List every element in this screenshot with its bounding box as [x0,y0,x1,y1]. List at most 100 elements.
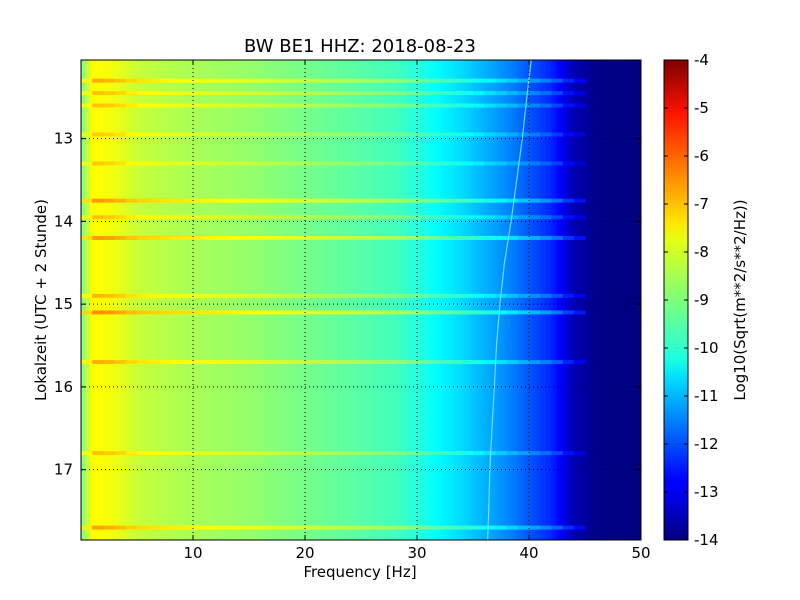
band-segment [316,293,328,298]
band-segment [349,91,362,96]
band-segment [103,293,116,298]
band-segment [417,161,429,166]
band-segment [517,78,530,83]
band-segment [473,451,485,456]
band-segment [159,78,172,83]
band-segment [372,78,384,83]
heatmap-column [431,60,435,540]
colorbar-tick-label: -12 [694,435,719,453]
heatmap-column [562,60,566,540]
band-segment [439,235,452,240]
band-segment [562,451,575,456]
heatmap-column [151,60,155,540]
heatmap-column [372,60,376,540]
band-segment [327,215,340,220]
band-segment [81,360,93,365]
band-segment [338,78,351,83]
band-segment [517,235,530,240]
band-segment [461,525,474,530]
band-segment [92,235,104,240]
band-segment [473,293,485,298]
band-segment [170,525,183,530]
band-segment [125,451,138,456]
band-segment [495,360,508,365]
band-segment [573,451,586,456]
heatmap-column [377,60,382,540]
band-segment [394,78,407,83]
heatmap-column [221,60,225,540]
band-segment [293,161,306,166]
band-segment [81,451,93,456]
heatmap-column [419,60,424,540]
band-segment [81,235,93,240]
heatmap-column [257,60,261,540]
band-segment [551,198,564,203]
band-segment [517,525,530,530]
band-segment [473,235,485,240]
band-segment [114,235,127,240]
band-segment [249,451,261,456]
band-segment [551,310,564,315]
band-segment [361,451,373,456]
heatmap-column [394,60,398,540]
heatmap-column [243,60,247,540]
colorbar-tick-label: -11 [694,387,719,405]
band-segment [506,161,519,166]
heatmap-column [531,60,536,540]
heatmap-column [209,60,214,540]
x-tick-label: 30 [407,544,426,562]
band-segment [193,293,205,298]
heatmap-column [397,60,401,540]
band-segment [137,215,149,220]
band-segment [540,293,552,298]
band-segment [305,78,317,83]
band-segment [282,235,295,240]
band-segment [405,161,418,166]
heatmap-column [601,60,606,540]
band-segment [81,91,93,96]
heatmap-column [260,60,264,540]
band-segment [148,91,160,96]
heatmap-column [170,60,174,540]
band-segment [237,215,250,220]
band-segment [103,91,116,96]
heatmap-column [411,60,415,540]
band-segment [327,161,340,166]
heatmap-column [165,60,169,540]
band-segment [473,360,485,365]
band-segment [193,78,205,83]
heatmap-column [246,60,250,540]
heatmap-column [489,60,494,540]
band-segment [383,235,396,240]
band-segment [551,161,564,166]
band-segment [293,235,306,240]
band-segment [484,235,496,240]
band-segment [204,310,216,315]
band-segment [249,198,261,203]
band-segment [293,103,306,108]
band-segment [383,161,396,166]
heatmap-column [123,60,127,540]
band-segment [249,293,261,298]
band-segment [405,293,418,298]
band-segment [305,235,317,240]
band-segment [193,132,205,137]
band-segment [215,525,228,530]
heatmap-column [405,60,410,540]
band-segment [148,293,160,298]
band-segment [562,215,575,220]
band-segment [103,235,116,240]
band-segment [540,91,552,96]
band-segment [316,198,328,203]
heatmap-column [503,60,508,540]
spectrogram-heatmap [81,60,641,540]
band-segment [114,360,127,365]
band-segment [181,103,194,108]
band-segment [573,310,586,315]
band-segment [92,78,104,83]
band-segment [271,293,284,298]
band-segment [417,451,429,456]
y-tick-label: 17 [54,461,73,479]
band-segment [529,161,541,166]
band-segment [529,310,541,315]
